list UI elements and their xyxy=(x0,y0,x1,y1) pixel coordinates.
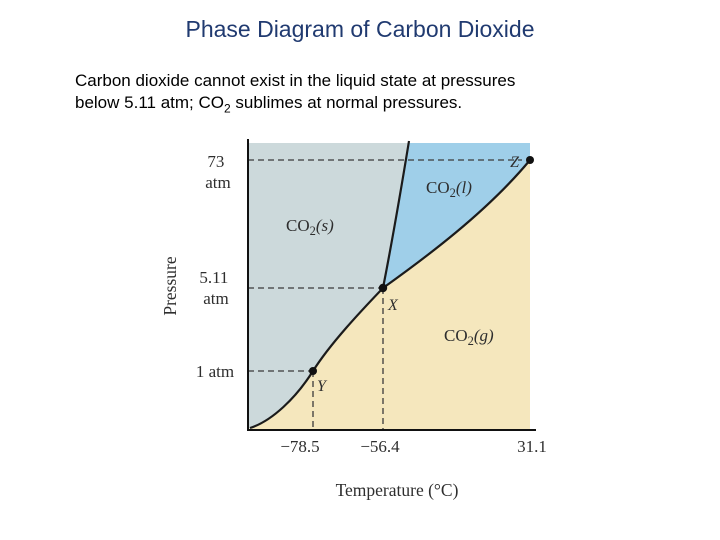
liquid-formula: CO xyxy=(426,178,450,197)
body-line1: Carbon dioxide cannot exist in the liqui… xyxy=(75,71,516,90)
liquid-region-label: CO2(l) xyxy=(426,178,472,200)
body-line2-subscript: 2 xyxy=(223,101,231,116)
pressure-tick-73atm: 73 atm xyxy=(205,152,231,192)
gas-region-label: CO2(g) xyxy=(444,326,494,348)
solid-region-label: CO2(s) xyxy=(286,216,334,238)
temp-tick-minus56-4: −56.4 xyxy=(360,437,400,456)
pressure-tick-5-11atm: 5.11 atm xyxy=(199,268,232,308)
solid-phase: (s) xyxy=(316,216,334,235)
body-line2-pre: below 5.11 atm; CO xyxy=(75,93,224,113)
pressure-tick-1atm: 1 atm xyxy=(196,362,234,381)
gas-region xyxy=(248,160,530,430)
solid-formula: CO xyxy=(286,216,310,235)
gas-subscript: 2 xyxy=(468,334,474,348)
solid-region xyxy=(248,143,409,429)
pressure-axis-label: Pressure xyxy=(160,256,180,316)
point-X-dot xyxy=(378,283,388,293)
solid-subscript: 2 xyxy=(310,224,316,238)
point-Z-dot xyxy=(526,156,534,164)
body-line2-post: sublimes at normal pressures. xyxy=(230,93,463,113)
temp-tick-31-1: 31.1 xyxy=(517,437,547,456)
slide-body-text: Carbon dioxide cannot exist in the liqui… xyxy=(75,70,695,117)
temp-tick-minus78-5: −78.5 xyxy=(280,437,319,456)
liquid-subscript: 2 xyxy=(450,186,456,200)
point-Y-dot xyxy=(309,367,317,375)
temperature-axis-label: Temperature (°C) xyxy=(336,480,459,500)
slide-title: Phase Diagram of Carbon Dioxide xyxy=(185,16,535,42)
gas-phase: (g) xyxy=(474,326,494,345)
triple-point-label: X xyxy=(387,297,399,314)
gas-formula: CO xyxy=(444,326,468,345)
melting-curve xyxy=(381,140,411,289)
sublimation-vaporization-curve xyxy=(249,159,531,430)
liquid-phase: (l) xyxy=(456,178,472,197)
critical-point-label: Z xyxy=(510,154,520,171)
liquid-region xyxy=(383,143,530,288)
sublimation-point-label: Y xyxy=(317,378,328,395)
